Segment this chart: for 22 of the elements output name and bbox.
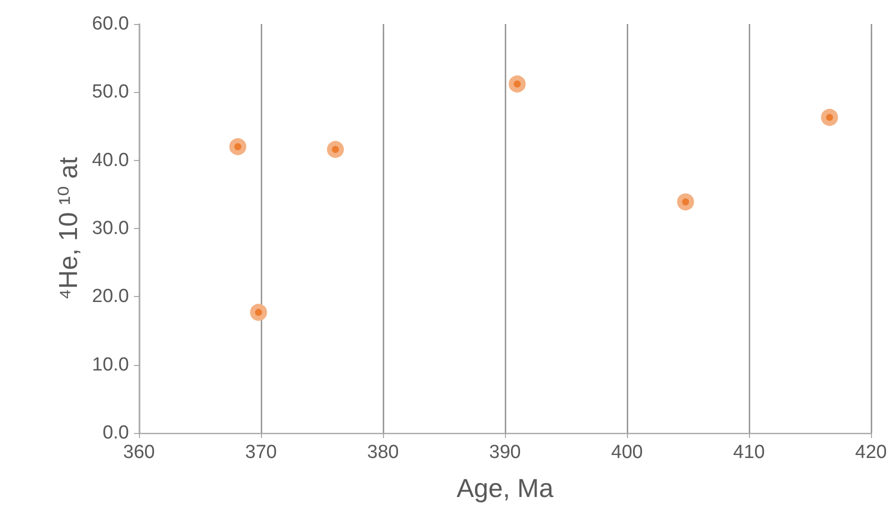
y-tick-label: 60.0 xyxy=(92,14,129,34)
y-tick-label: 40.0 xyxy=(92,150,129,171)
y-tick-label: 0.0 xyxy=(102,422,129,444)
x-tick-label: 400 xyxy=(611,442,643,463)
x-tick-label: 370 xyxy=(245,442,277,463)
point xyxy=(821,108,838,126)
point xyxy=(677,193,694,210)
x-tick-label: 360 xyxy=(123,442,155,463)
y-tick-label: 50.0 xyxy=(92,82,129,103)
x-axis-title: Age, Ma xyxy=(456,473,554,503)
x-tick-label: 380 xyxy=(367,442,399,463)
point xyxy=(229,138,246,156)
point xyxy=(326,140,344,158)
y-tick-label: 20.0 xyxy=(92,286,129,308)
y-tick-label: 10.0 xyxy=(92,354,129,376)
x-tick-label: 390 xyxy=(489,442,521,463)
y-axis-title: ⁴He, 10 ¹⁰ at xyxy=(53,156,83,300)
x-tick-label: 420 xyxy=(855,442,887,463)
y-tick-label: 30.0 xyxy=(92,218,129,239)
point xyxy=(508,75,526,92)
x-tick-label: 410 xyxy=(733,442,765,463)
point xyxy=(250,304,268,321)
